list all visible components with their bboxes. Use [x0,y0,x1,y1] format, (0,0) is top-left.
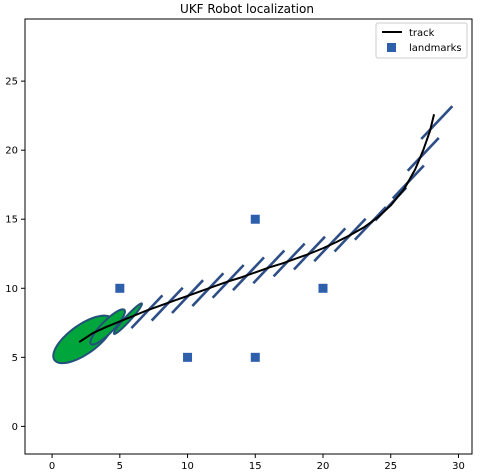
chart-title: UKF Robot localization [180,2,314,16]
x-axis: 0 5 10 15 20 25 30 [49,454,465,472]
landmark-layer [115,214,328,362]
y-axis: 0 5 10 15 20 25 [5,77,25,433]
landmark-point-1 [115,283,125,293]
y-tick-label: 20 [5,146,18,157]
y-tick-label: 5 [12,353,18,364]
y-tick-label: 0 [12,422,18,433]
x-tick-label: 20 [317,461,330,472]
plot-frame [24,18,473,455]
posterior-ellipse-15 [406,137,440,172]
posterior-ellipse-1 [130,294,164,330]
posterior-ellipse-16 [420,105,454,140]
landmark-point-3 [250,214,260,224]
landmark-point-2 [183,352,193,362]
y-tick-label: 25 [5,77,18,88]
landmark-point-4 [250,352,260,362]
legend: track landmarks [375,22,468,59]
legend-landmarks-label: landmarks [409,43,462,54]
x-tick-label: 0 [49,461,55,472]
x-tick-label: 5 [117,461,123,472]
x-tick-label: 25 [384,461,397,472]
x-tick-label: 10 [181,461,194,472]
legend-landmarks-swatch [387,43,396,52]
y-tick-label: 10 [5,284,18,295]
landmark-point-5 [318,283,328,293]
y-tick-label: 15 [5,215,18,226]
x-tick-label: 30 [452,461,465,472]
track-layer [78,114,436,343]
x-tick-label: 15 [249,461,262,472]
legend-track-label: track [409,28,435,39]
track-line [78,114,436,343]
plot-area [25,19,472,454]
